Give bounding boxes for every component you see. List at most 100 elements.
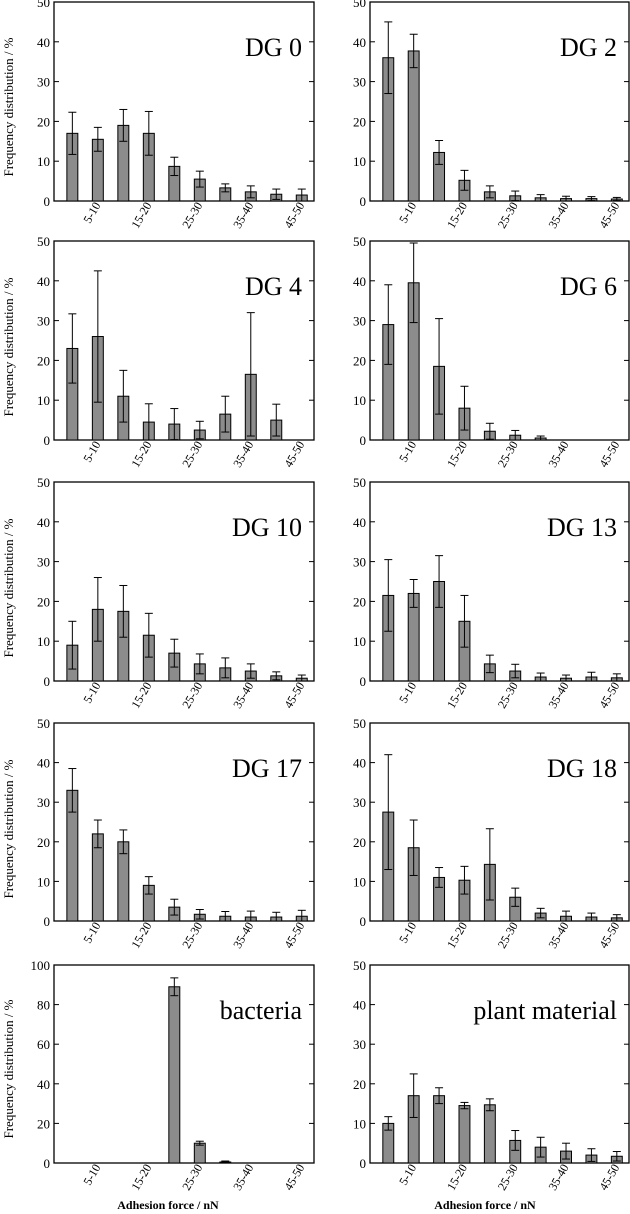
y-tick-label: 30 [353, 555, 366, 570]
bar [168, 986, 181, 1164]
x-tick-label: 35-40 [546, 200, 572, 231]
y-axis-label-row-3: Frequency distribution / % [1, 518, 16, 657]
y-tick-label: 40 [37, 274, 50, 289]
plot-frame [53, 240, 315, 441]
y-tick-label: 30 [37, 555, 50, 570]
y-tick-label: 60 [37, 1037, 50, 1052]
x-tick-label: 25-30 [495, 439, 521, 470]
y-axis-label-row-1: Frequency distribution / % [1, 37, 16, 176]
x-tick-label: 25-30 [179, 920, 205, 951]
y-tick-label: 30 [353, 314, 366, 329]
y-tick-label: 50 [353, 475, 366, 490]
panel-label: DG 2 [560, 33, 617, 62]
panel-dg-18: 0 10 20 30 40 50 5-10 15-20 25-30 35-40 45-50 DG 18 [353, 716, 630, 951]
y-tick-label: 0 [44, 1156, 51, 1171]
y-tick-label: 0 [360, 1156, 367, 1171]
y-tick-label: 40 [37, 515, 50, 530]
bar [407, 50, 420, 202]
panel-dg-13: 0 10 20 30 40 50 5-10 15-20 25-30 35-40 45-50 DG 13 [353, 475, 630, 711]
panel-label: DG 10 [232, 513, 302, 542]
x-tick-label: 15-20 [444, 920, 470, 951]
x-tick-label: 45-50 [281, 439, 307, 470]
x-tick-label: 15-20 [128, 680, 154, 711]
x-tick-label: 45-50 [596, 920, 622, 951]
panel-label: DG 18 [547, 754, 617, 783]
y-tick-label: 20 [353, 353, 366, 368]
panel-dg-10: 0 10 20 30 40 50 5-10 15-20 25-30 35-40 45-50 DG 10 [37, 475, 315, 711]
x-tick-label: 5-10 [396, 680, 419, 706]
panels: 0 10 20 30 40 50 5-10 15-20 25-30 35-40 45-50 DG 0 0… [31, 0, 630, 1193]
x-tick-label: 5-10 [80, 439, 103, 465]
x-tick-label: 15-20 [128, 200, 154, 231]
y-tick-label: 50 [353, 958, 366, 973]
x-tick-label: 45-50 [281, 680, 307, 711]
x-tick-label: 35-40 [230, 1162, 256, 1193]
x-tick-label: 25-30 [179, 439, 205, 470]
plot-frame [369, 1, 630, 202]
y-tick-label: 50 [37, 716, 50, 731]
panel-label: bacteria [220, 996, 303, 1025]
y-tick-label: 0 [44, 194, 51, 209]
x-tick-label: 25-30 [179, 200, 205, 231]
y-tick-label: 50 [353, 0, 366, 10]
x-tick-label: 15-20 [128, 439, 154, 470]
y-tick-label: 20 [353, 835, 366, 850]
panel-label: DG 6 [560, 272, 617, 301]
x-tick-label: 5-10 [80, 920, 103, 946]
y-axis-label-row-5: Frequency distribution / % [1, 999, 16, 1138]
panel-dg-17: 0 10 20 30 40 50 5-10 15-20 25-30 35-40 45-50 DG 17 [37, 716, 315, 951]
y-tick-label: 30 [37, 314, 50, 329]
y-tick-label: 20 [353, 594, 366, 609]
panel-label: DG 17 [232, 754, 302, 783]
plot-frame [53, 722, 315, 922]
panel-label: plant material [473, 996, 617, 1025]
y-tick-label: 10 [353, 874, 366, 889]
x-tick-label: 15-20 [128, 1162, 154, 1193]
y-tick-label: 20 [37, 353, 50, 368]
x-tick-label: 25-30 [179, 1162, 205, 1193]
y-axis-label-row-2: Frequency distribution / % [1, 277, 16, 416]
bar [433, 1095, 446, 1164]
x-tick-label: 15-20 [444, 439, 470, 470]
y-tick-label: 40 [353, 274, 366, 289]
y-tick-label: 10 [353, 634, 366, 649]
x-tick-label: 25-30 [495, 1162, 521, 1193]
plot-frame [369, 964, 630, 1164]
y-tick-label: 30 [353, 795, 366, 810]
y-tick-label: 80 [37, 998, 50, 1013]
y-tick-label: 0 [360, 914, 367, 929]
panel-dg-0: 0 10 20 30 40 50 5-10 15-20 25-30 35-40 45-50 DG 0 [37, 0, 315, 231]
x-tick-label: 25-30 [495, 680, 521, 711]
y-tick-label: 0 [44, 674, 51, 689]
panel-label: DG 13 [547, 513, 617, 542]
panel-bacteria: 0 20 40 60 80 100 5-10 15-20 25-30 35-40 45-50 bact… [31, 958, 315, 1193]
y-tick-label: 40 [353, 515, 366, 530]
x-tick-label: 35-40 [230, 920, 256, 951]
y-axis-label-row-4: Frequency distribution / % [1, 759, 16, 898]
y-tick-label: 40 [353, 998, 366, 1013]
x-axis-label-left: Adhesion force / nN [117, 1198, 219, 1212]
y-tick-label: 10 [353, 154, 366, 169]
y-tick-label: 30 [37, 795, 50, 810]
plot-frame [53, 1, 315, 202]
y-tick-label: 50 [353, 234, 366, 249]
x-tick-label: 35-40 [546, 439, 572, 470]
panel-plant-material: 0 10 20 30 40 50 5-10 15-20 25-30 35-40 45-50 plant… [353, 958, 630, 1193]
y-tick-label: 0 [44, 914, 51, 929]
panel-label: DG 0 [245, 33, 302, 62]
y-tick-label: 40 [37, 35, 50, 50]
y-tick-label: 0 [44, 433, 51, 448]
x-tick-label: 5-10 [396, 920, 419, 946]
x-tick-label: 45-50 [281, 1162, 307, 1193]
bar [458, 1105, 471, 1164]
x-tick-label: 5-10 [80, 200, 103, 226]
x-tick-label: 45-50 [281, 920, 307, 951]
x-tick-label: 45-50 [596, 439, 622, 470]
y-tick-label: 30 [353, 75, 366, 90]
x-tick-label: 5-10 [80, 680, 103, 706]
y-tick-label: 20 [37, 114, 50, 129]
panel-dg-4: 0 10 20 30 40 50 5-10 15-20 25-30 35-40 45-50 DG 4 [37, 234, 315, 470]
x-tick-label: 5-10 [396, 439, 419, 465]
y-tick-label: 20 [353, 1077, 366, 1092]
y-tick-label: 50 [353, 716, 366, 731]
